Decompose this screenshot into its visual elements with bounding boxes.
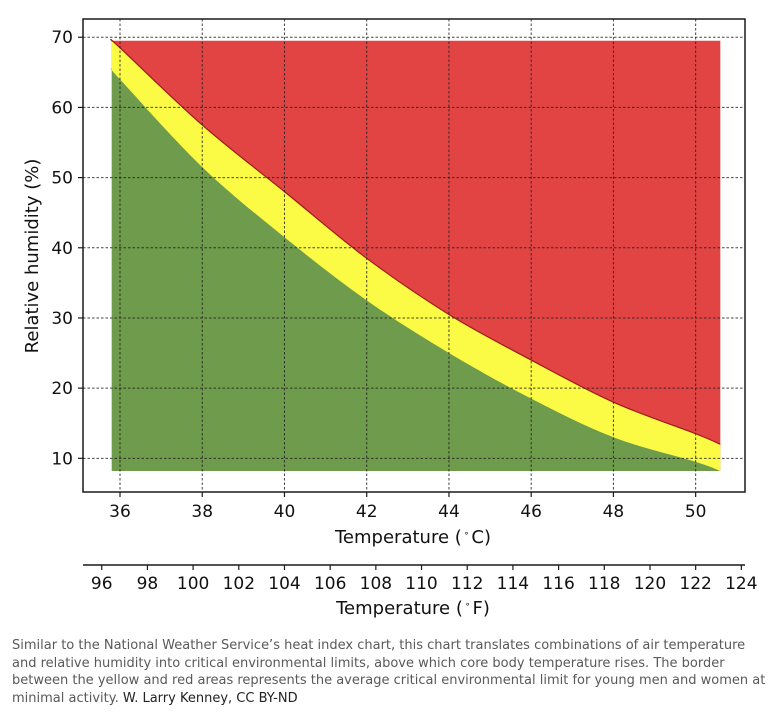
f-tick-label: 116 bbox=[542, 574, 574, 594]
heat-limit-chart: 36 38 40 42 44 46 48 50 10 20 30 40 50 60 70 96 98 100 1… bbox=[22, 18, 758, 619]
x-tick-label: 48 bbox=[603, 502, 625, 522]
f-tick-label: 122 bbox=[679, 574, 711, 594]
f-tick-label: 98 bbox=[137, 574, 159, 594]
caption-credit: W. Larry Kenney, CC BY-ND bbox=[122, 690, 298, 706]
f-tick-label: 104 bbox=[268, 574, 300, 594]
green-region-area bbox=[110, 68, 721, 471]
horizontal-gridlines bbox=[83, 36, 745, 459]
f-tick-label: 108 bbox=[360, 574, 392, 594]
y-axis-title: Relative humidity (%) bbox=[22, 159, 43, 354]
x-tick-label: 38 bbox=[191, 502, 213, 522]
x-tick-label: 44 bbox=[438, 502, 460, 522]
y-tick-label: 50 bbox=[51, 169, 73, 189]
plot-area bbox=[83, 19, 745, 492]
y-tick-label: 60 bbox=[51, 98, 73, 118]
f-tick-label: 106 bbox=[314, 574, 346, 594]
x-tick-label: 42 bbox=[356, 502, 378, 522]
f-tick-label: 118 bbox=[588, 574, 620, 594]
y-axis-ticks-humidity: 10 20 30 40 50 60 70 bbox=[51, 28, 83, 469]
f-tick-label: 120 bbox=[634, 574, 666, 594]
x-axis-title-fahrenheit: Temperature (∘ F) bbox=[335, 598, 490, 619]
f-tick-label: 114 bbox=[497, 574, 529, 594]
y-tick-label: 20 bbox=[51, 379, 73, 399]
x-axis-title-celsius: Temperature (∘ C) bbox=[334, 527, 491, 548]
caption-text: Similar to the National Weather Service’… bbox=[12, 638, 766, 706]
f-tick-label: 96 bbox=[91, 574, 113, 594]
f-tick-label: 110 bbox=[405, 574, 437, 594]
x-tick-label: 46 bbox=[520, 502, 542, 522]
critical-limit-line bbox=[110, 38, 721, 445]
figure-caption: Similar to the National Weather Service’… bbox=[12, 637, 768, 707]
x-axis-ticks-fahrenheit: 96 98 100 102 104 106 108 110 112 114 116 118 120 122… bbox=[91, 565, 758, 594]
plot-frame bbox=[82, 18, 746, 493]
f-tick-label: 102 bbox=[223, 574, 255, 594]
f-tick-label: 124 bbox=[725, 574, 757, 594]
y-tick-label: 40 bbox=[51, 239, 73, 259]
x-axis-ticks-celsius: 36 38 40 42 44 46 48 50 bbox=[109, 492, 706, 522]
x-tick-label: 40 bbox=[274, 502, 296, 522]
y-tick-label: 10 bbox=[51, 449, 73, 469]
x-tick-label: 36 bbox=[109, 502, 131, 522]
y-tick-label: 30 bbox=[51, 309, 73, 329]
x-tick-label: 50 bbox=[685, 502, 707, 522]
vertical-gridlines bbox=[119, 19, 697, 492]
f-tick-label: 100 bbox=[177, 574, 209, 594]
y-tick-label: 70 bbox=[51, 28, 73, 48]
f-tick-label: 112 bbox=[451, 574, 483, 594]
